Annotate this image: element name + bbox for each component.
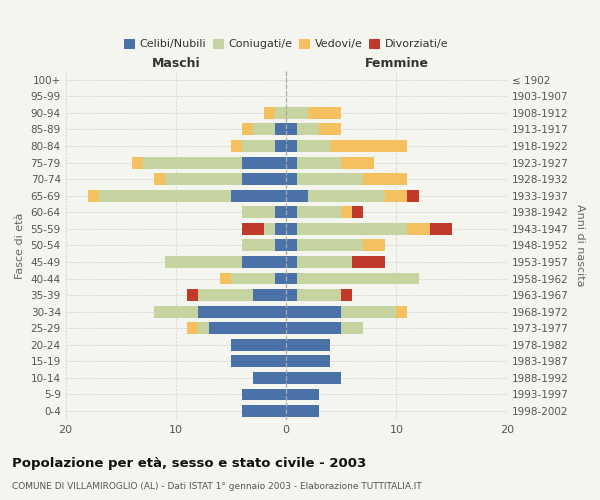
Bar xyxy=(231,190,286,202)
Bar xyxy=(242,240,275,252)
Legend: Celibi/Nubili, Coniugati/e, Vedovi/e, Divorziati/e: Celibi/Nubili, Coniugati/e, Vedovi/e, Di… xyxy=(119,34,453,54)
Bar xyxy=(341,206,352,218)
Bar xyxy=(286,107,308,119)
Bar xyxy=(286,272,297,284)
Y-axis label: Anni di nascita: Anni di nascita xyxy=(575,204,585,286)
Bar xyxy=(264,223,275,235)
Bar xyxy=(275,124,286,136)
Bar xyxy=(154,306,198,318)
Bar xyxy=(242,405,286,417)
Bar xyxy=(165,256,242,268)
Bar xyxy=(286,322,341,334)
Bar xyxy=(242,124,253,136)
Bar xyxy=(319,124,341,136)
Text: Popolazione per età, sesso e stato civile - 2003: Popolazione per età, sesso e stato civil… xyxy=(12,458,366,470)
Bar xyxy=(242,388,286,400)
Bar xyxy=(154,173,165,185)
Bar xyxy=(165,173,242,185)
Bar xyxy=(331,140,407,152)
Bar xyxy=(341,289,352,301)
Bar xyxy=(364,173,407,185)
Bar xyxy=(88,190,99,202)
Bar xyxy=(297,256,352,268)
Bar xyxy=(242,156,286,168)
Bar xyxy=(187,289,198,301)
Bar xyxy=(275,240,286,252)
Bar xyxy=(297,173,364,185)
Bar xyxy=(132,156,143,168)
Bar xyxy=(99,190,231,202)
Bar xyxy=(286,388,319,400)
Bar xyxy=(308,107,341,119)
Bar xyxy=(286,372,341,384)
Text: COMUNE DI VILLAMIROGLIO (AL) - Dati ISTAT 1° gennaio 2003 - Elaborazione TUTTITA: COMUNE DI VILLAMIROGLIO (AL) - Dati ISTA… xyxy=(12,482,422,491)
Bar xyxy=(143,156,242,168)
Bar xyxy=(220,272,231,284)
Bar xyxy=(385,190,407,202)
Bar xyxy=(275,206,286,218)
Bar xyxy=(242,173,286,185)
Bar xyxy=(341,322,364,334)
Bar xyxy=(209,322,286,334)
Bar xyxy=(242,223,264,235)
Bar xyxy=(297,240,364,252)
Bar xyxy=(286,156,297,168)
Bar xyxy=(286,339,331,350)
Bar xyxy=(253,124,275,136)
Bar xyxy=(275,272,286,284)
Bar xyxy=(198,306,286,318)
Bar xyxy=(275,107,286,119)
Bar xyxy=(297,124,319,136)
Bar xyxy=(275,223,286,235)
Bar xyxy=(198,322,209,334)
Bar xyxy=(430,223,452,235)
Bar xyxy=(231,356,286,368)
Bar xyxy=(198,289,253,301)
Bar xyxy=(286,223,297,235)
Bar xyxy=(352,206,364,218)
Bar xyxy=(253,289,286,301)
Bar xyxy=(286,306,341,318)
Bar xyxy=(242,256,286,268)
Bar xyxy=(231,140,242,152)
Text: Maschi: Maschi xyxy=(152,57,200,70)
Bar xyxy=(341,156,374,168)
Bar xyxy=(286,190,308,202)
Bar xyxy=(397,306,407,318)
Bar xyxy=(231,339,286,350)
Bar xyxy=(275,140,286,152)
Bar xyxy=(286,124,297,136)
Bar xyxy=(297,140,331,152)
Bar xyxy=(407,223,430,235)
Bar xyxy=(242,140,275,152)
Bar xyxy=(286,356,331,368)
Bar xyxy=(286,240,297,252)
Bar xyxy=(286,289,297,301)
Bar xyxy=(242,206,275,218)
Bar xyxy=(286,140,297,152)
Bar xyxy=(297,156,341,168)
Bar xyxy=(364,240,385,252)
Bar xyxy=(286,256,297,268)
Bar xyxy=(187,322,198,334)
Bar xyxy=(253,372,286,384)
Bar xyxy=(297,223,407,235)
Bar xyxy=(231,272,275,284)
Bar xyxy=(264,107,275,119)
Y-axis label: Fasce di età: Fasce di età xyxy=(15,212,25,278)
Bar xyxy=(286,173,297,185)
Bar xyxy=(297,272,419,284)
Bar xyxy=(297,289,341,301)
Bar xyxy=(352,256,385,268)
Bar xyxy=(308,190,385,202)
Text: Femmine: Femmine xyxy=(364,57,428,70)
Bar xyxy=(407,190,419,202)
Bar xyxy=(286,405,319,417)
Bar xyxy=(297,206,341,218)
Bar xyxy=(286,206,297,218)
Bar xyxy=(341,306,397,318)
